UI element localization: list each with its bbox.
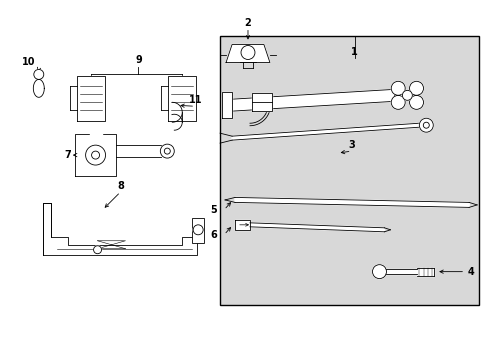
Polygon shape: [222, 92, 232, 118]
Circle shape: [34, 69, 44, 80]
Polygon shape: [89, 132, 102, 136]
Polygon shape: [251, 93, 271, 111]
Polygon shape: [168, 76, 196, 121]
Polygon shape: [116, 145, 161, 157]
Circle shape: [93, 246, 102, 254]
Polygon shape: [225, 45, 269, 62]
Polygon shape: [42, 203, 51, 237]
Polygon shape: [386, 269, 416, 274]
Circle shape: [419, 118, 432, 132]
Text: 5: 5: [210, 205, 217, 215]
Polygon shape: [33, 80, 44, 97]
Text: 2: 2: [244, 18, 251, 28]
Polygon shape: [77, 76, 104, 121]
Polygon shape: [416, 268, 433, 276]
Circle shape: [372, 265, 386, 279]
Text: 6: 6: [210, 230, 217, 240]
Text: 7: 7: [64, 150, 71, 160]
Text: 11: 11: [188, 95, 202, 105]
Polygon shape: [235, 220, 249, 230]
Text: 9: 9: [135, 55, 142, 66]
Circle shape: [85, 145, 105, 165]
Polygon shape: [229, 89, 394, 111]
Circle shape: [193, 225, 203, 235]
Polygon shape: [232, 123, 419, 140]
Text: 3: 3: [347, 140, 354, 150]
Circle shape: [390, 95, 405, 109]
Polygon shape: [249, 223, 384, 232]
Text: 8: 8: [117, 181, 123, 191]
Circle shape: [390, 81, 405, 95]
Text: 4: 4: [467, 267, 473, 276]
Text: 10: 10: [22, 58, 36, 67]
Bar: [192, 218, 203, 243]
Circle shape: [160, 144, 174, 158]
Polygon shape: [42, 203, 197, 255]
Bar: [220, 36, 478, 305]
Circle shape: [409, 81, 423, 95]
Polygon shape: [75, 134, 116, 176]
Circle shape: [409, 95, 423, 109]
Polygon shape: [235, 197, 468, 207]
Circle shape: [402, 90, 411, 100]
Polygon shape: [33, 80, 44, 97]
Text: 1: 1: [350, 48, 357, 58]
